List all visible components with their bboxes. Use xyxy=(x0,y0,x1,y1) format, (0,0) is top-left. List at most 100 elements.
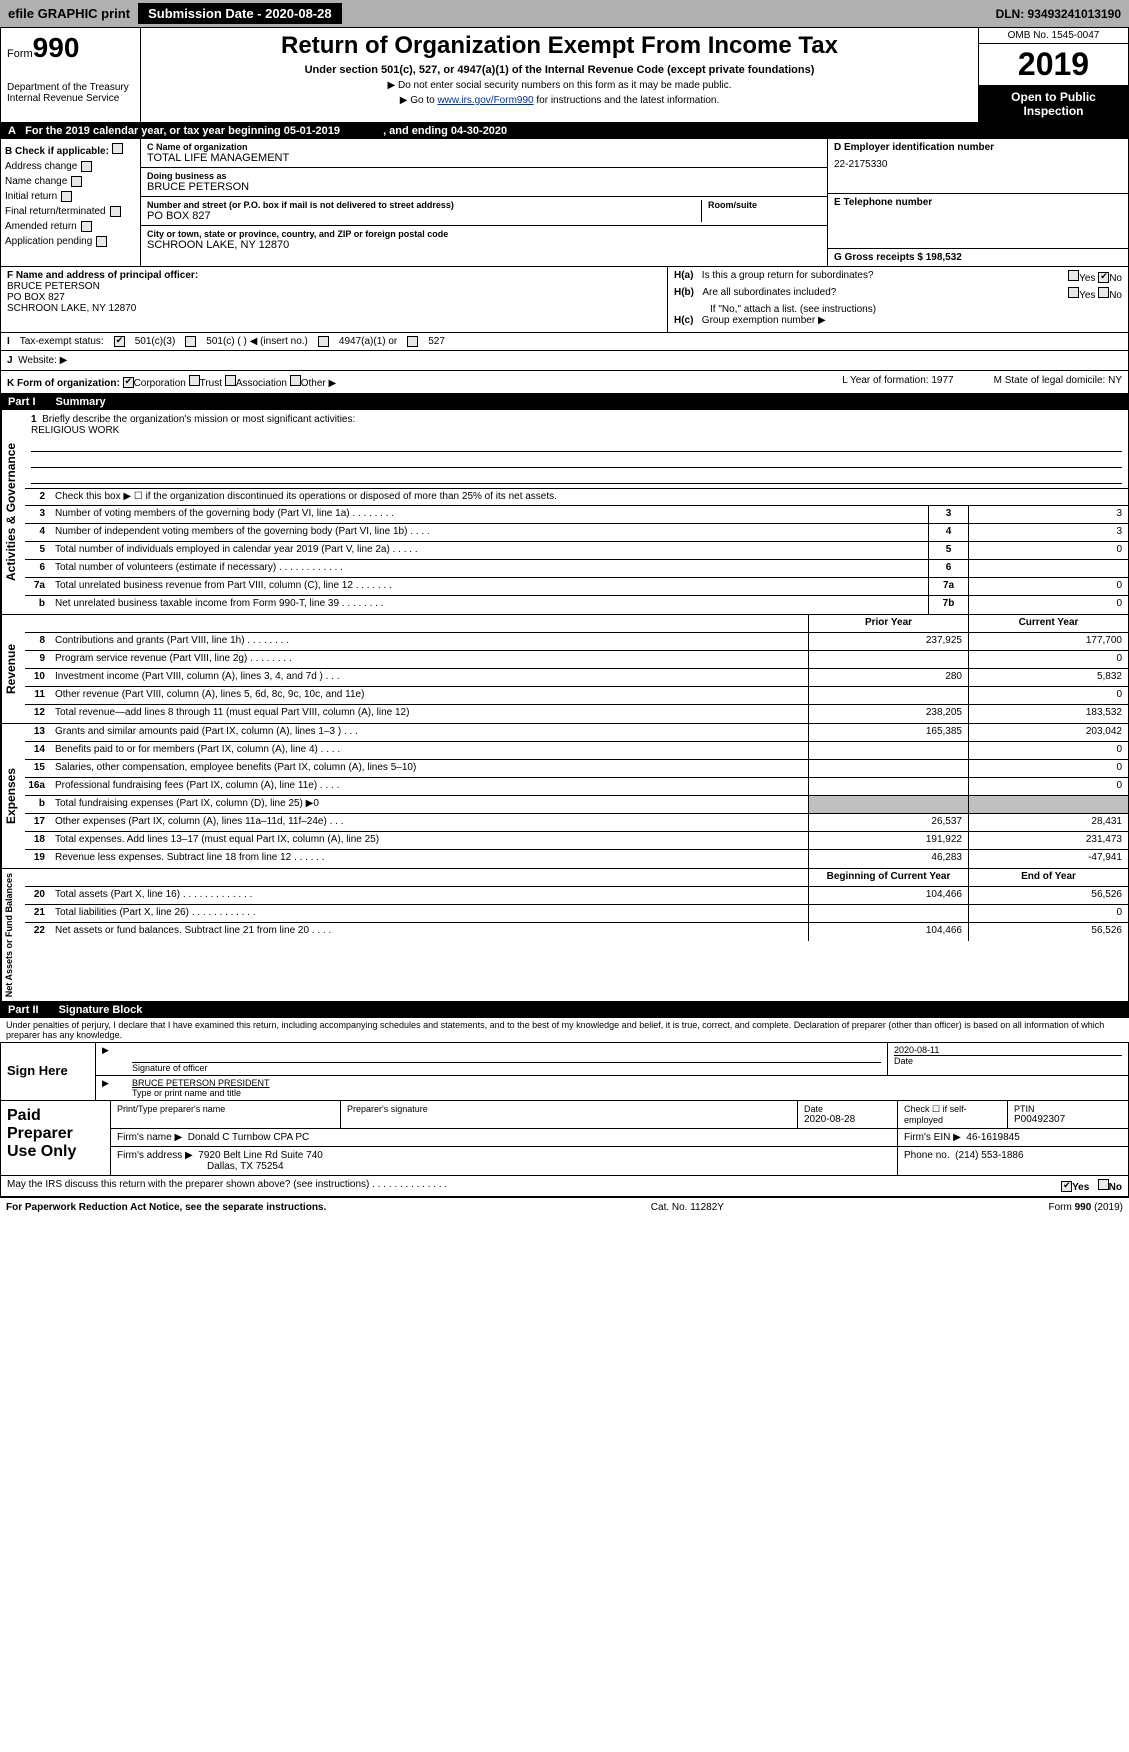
info-grid: B Check if applicable: Address change Na… xyxy=(0,139,1129,267)
firm-addr1: 7920 Belt Line Rd Suite 740 xyxy=(198,1150,323,1161)
checkbox[interactable] xyxy=(1068,287,1079,298)
form-id-block: Form990 Department of the Treasury Inter… xyxy=(1,28,141,122)
org-name: TOTAL LIFE MANAGEMENT xyxy=(147,152,821,164)
checkbox[interactable] xyxy=(81,221,92,232)
side-label-rev: Revenue xyxy=(1,615,25,723)
section-h: H(a) Is this a group return for subordin… xyxy=(668,267,1128,332)
ptin: P00492307 xyxy=(1014,1114,1122,1125)
expense-row: 16aProfessional fundraising fees (Part I… xyxy=(25,778,1128,796)
part2-header: Part II Signature Block xyxy=(0,1002,1129,1018)
efile-label: efile GRAPHIC print xyxy=(8,6,130,21)
expense-row: bTotal fundraising expenses (Part IX, co… xyxy=(25,796,1128,814)
checkbox[interactable] xyxy=(1068,270,1079,281)
checkbox-checked[interactable] xyxy=(114,336,125,347)
dba-name: BRUCE PETERSON xyxy=(147,181,821,193)
checkbox[interactable] xyxy=(71,176,82,187)
part1-header: Part I Summary xyxy=(0,394,1129,410)
checkbox-checked[interactable] xyxy=(1098,272,1109,283)
section-f-h: F Name and address of principal officer:… xyxy=(0,267,1129,333)
expense-row: 17Other expenses (Part IX, column (A), l… xyxy=(25,814,1128,832)
checkbox[interactable] xyxy=(81,161,92,172)
city-address: SCHROON LAKE, NY 12870 xyxy=(147,239,821,251)
summary-row: 7aTotal unrelated business revenue from … xyxy=(25,578,1128,596)
summary-row: bNet unrelated business taxable income f… xyxy=(25,596,1128,614)
officer-name-title: BRUCE PETERSON PRESIDENT xyxy=(132,1078,1122,1088)
section-j: J Website: ▶ xyxy=(0,351,1129,371)
checkbox[interactable] xyxy=(1098,287,1109,298)
checkbox-checked[interactable] xyxy=(1061,1181,1072,1192)
checkbox[interactable] xyxy=(185,336,196,347)
expense-row: 18Total expenses. Add lines 13–17 (must … xyxy=(25,832,1128,850)
expense-row: 15Salaries, other compensation, employee… xyxy=(25,760,1128,778)
revenue-row: 9Program service revenue (Part VIII, lin… xyxy=(25,651,1128,669)
irs-link[interactable]: www.irs.gov/Form990 xyxy=(437,95,533,106)
ssn-instruction: ▶ Do not enter social security numbers o… xyxy=(151,80,968,91)
footer-right: Form 990 (2019) xyxy=(1049,1202,1123,1213)
prep-date: 2020-08-28 xyxy=(804,1114,891,1125)
activities-governance-block: Activities & Governance 1 Briefly descri… xyxy=(0,410,1129,615)
netassets-row: 22Net assets or fund balances. Subtract … xyxy=(25,923,1128,941)
dept-irs: Internal Revenue Service xyxy=(7,93,134,104)
top-bar: efile GRAPHIC print Submission Date - 20… xyxy=(0,0,1129,27)
footer-left: For Paperwork Reduction Act Notice, see … xyxy=(6,1202,326,1213)
gross-receipts: G Gross receipts $ 198,532 xyxy=(834,252,1122,263)
state-domicile: M State of legal domicile: NY xyxy=(994,375,1122,389)
section-c: C Name of organization TOTAL LIFE MANAGE… xyxy=(141,139,828,266)
ein: 22-2175330 xyxy=(834,159,1122,170)
penalty-statement: Under penalties of perjury, I declare th… xyxy=(0,1018,1129,1042)
checkbox[interactable] xyxy=(110,206,121,217)
expense-row: 14Benefits paid to or for members (Part … xyxy=(25,742,1128,760)
omb-number: OMB No. 1545-0047 xyxy=(979,28,1128,44)
expense-row: 19Revenue less expenses. Subtract line 1… xyxy=(25,850,1128,868)
mission-text: RELIGIOUS WORK xyxy=(31,425,1122,436)
open-to-public: Open to Public Inspection xyxy=(979,86,1128,122)
form-title: Return of Organization Exempt From Incom… xyxy=(151,32,968,60)
sign-date: 2020-08-11 xyxy=(894,1045,1122,1055)
netassets-block: Net Assets or Fund Balances Beginning of… xyxy=(0,869,1129,1002)
paid-preparer-label: Paid Preparer Use Only xyxy=(1,1101,111,1175)
side-label-exp: Expenses xyxy=(1,724,25,868)
footer: For Paperwork Reduction Act Notice, see … xyxy=(0,1197,1129,1217)
street-address: PO BOX 827 xyxy=(147,210,701,222)
summary-row: 5Total number of individuals employed in… xyxy=(25,542,1128,560)
form-subtitle: Under section 501(c), 527, or 4947(a)(1)… xyxy=(151,64,968,76)
checkbox[interactable] xyxy=(225,375,236,386)
firm-name: Donald C Turnbow CPA PC xyxy=(188,1132,310,1143)
checkbox[interactable] xyxy=(290,375,301,386)
checkbox[interactable] xyxy=(1098,1179,1109,1190)
summary-row: 6Total number of volunteers (estimate if… xyxy=(25,560,1128,578)
header-right: OMB No. 1545-0047 2019 Open to Public In… xyxy=(978,28,1128,122)
revenue-block: Revenue Prior Year Current Year 8Contrib… xyxy=(0,615,1129,724)
officer-name: BRUCE PETERSON xyxy=(7,281,661,292)
checkbox[interactable] xyxy=(318,336,329,347)
sign-block: Sign Here ▶ Signature of officer 2020-08… xyxy=(0,1042,1129,1101)
checkbox[interactable] xyxy=(96,236,107,247)
section-f: F Name and address of principal officer:… xyxy=(1,267,668,332)
tax-year: 2019 xyxy=(979,44,1128,86)
section-b: B Check if applicable: Address change Na… xyxy=(1,139,141,266)
summary-row: 3Number of voting members of the governi… xyxy=(25,506,1128,524)
dept-treasury: Department of the Treasury xyxy=(7,82,134,93)
revenue-row: 10Investment income (Part VIII, column (… xyxy=(25,669,1128,687)
expense-row: 13Grants and similar amounts paid (Part … xyxy=(25,724,1128,742)
netassets-row: 20Total assets (Part X, line 16) . . . .… xyxy=(25,887,1128,905)
discuss-row: May the IRS discuss this return with the… xyxy=(0,1176,1129,1197)
footer-center: Cat. No. 11282Y xyxy=(651,1202,724,1213)
summary-row: 4Number of independent voting members of… xyxy=(25,524,1128,542)
form-header: Form990 Department of the Treasury Inter… xyxy=(0,27,1129,123)
revenue-row: 8Contributions and grants (Part VIII, li… xyxy=(25,633,1128,651)
netassets-row: 21Total liabilities (Part X, line 26) . … xyxy=(25,905,1128,923)
section-k: K Form of organization: Corporation Trus… xyxy=(0,371,1129,394)
year-formation: L Year of formation: 1977 xyxy=(842,375,953,389)
checkbox[interactable] xyxy=(407,336,418,347)
checkbox[interactable] xyxy=(189,375,200,386)
side-label-gov: Activities & Governance xyxy=(1,410,25,614)
submission-date: Submission Date - 2020-08-28 xyxy=(138,3,342,24)
checkbox[interactable] xyxy=(112,143,123,154)
section-i: I Tax-exempt status: 501(c)(3) 501(c) ( … xyxy=(0,333,1129,351)
revenue-row: 12Total revenue—add lines 8 through 11 (… xyxy=(25,705,1128,723)
section-d: D Employer identification number 22-2175… xyxy=(828,139,1128,266)
checkbox[interactable] xyxy=(61,191,72,202)
checkbox-checked[interactable] xyxy=(123,377,134,388)
expenses-block: Expenses 13Grants and similar amounts pa… xyxy=(0,724,1129,869)
